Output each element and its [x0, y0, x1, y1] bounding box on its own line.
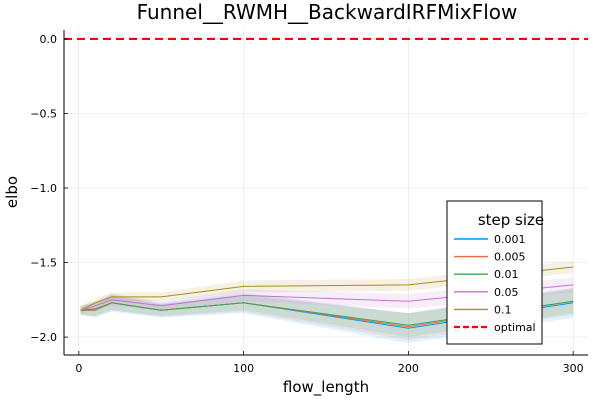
y-tick-label: −1.5 — [30, 257, 57, 270]
band-0.1 — [80, 261, 574, 314]
legend-box — [446, 200, 543, 345]
legend: step size 0.001 0.005 0.01 0.05 0.1 optimal — [446, 200, 544, 345]
series-line-0.01 — [80, 300, 574, 326]
y-tick-label: 0.0 — [40, 33, 58, 46]
legend-label: 0.01 — [494, 268, 519, 281]
x-axis-label: flow_length — [283, 378, 369, 397]
chart-title: Funnel__RWMH__BackwardIRFMixFlow — [137, 0, 518, 24]
y-tick-label: −0.5 — [30, 107, 57, 120]
legend-label: 0.05 — [494, 286, 519, 299]
y-axis-label: elbo — [3, 176, 21, 208]
legend-label: 0.001 — [494, 233, 526, 246]
legend-title: step size — [478, 211, 544, 229]
y-axis-ticks: 0.0 −0.5 −1.0 −1.5 −2.0 — [30, 33, 68, 344]
legend-label: optimal — [494, 321, 536, 334]
series-line-0.1 — [80, 266, 574, 311]
legend-label: 0.1 — [494, 303, 512, 316]
series-line-0.05 — [80, 284, 574, 311]
x-tick-label: 100 — [233, 362, 254, 375]
x-tick-label: 300 — [563, 362, 584, 375]
y-tick-label: −2.0 — [30, 331, 57, 344]
x-tick-label: 0 — [75, 362, 82, 375]
y-tick-label: −1.0 — [30, 182, 57, 195]
series-lines — [80, 266, 574, 329]
x-axis-ticks: 0 100 200 300 — [75, 351, 584, 375]
x-tick-label: 200 — [398, 362, 419, 375]
legend-label: 0.005 — [494, 251, 526, 264]
